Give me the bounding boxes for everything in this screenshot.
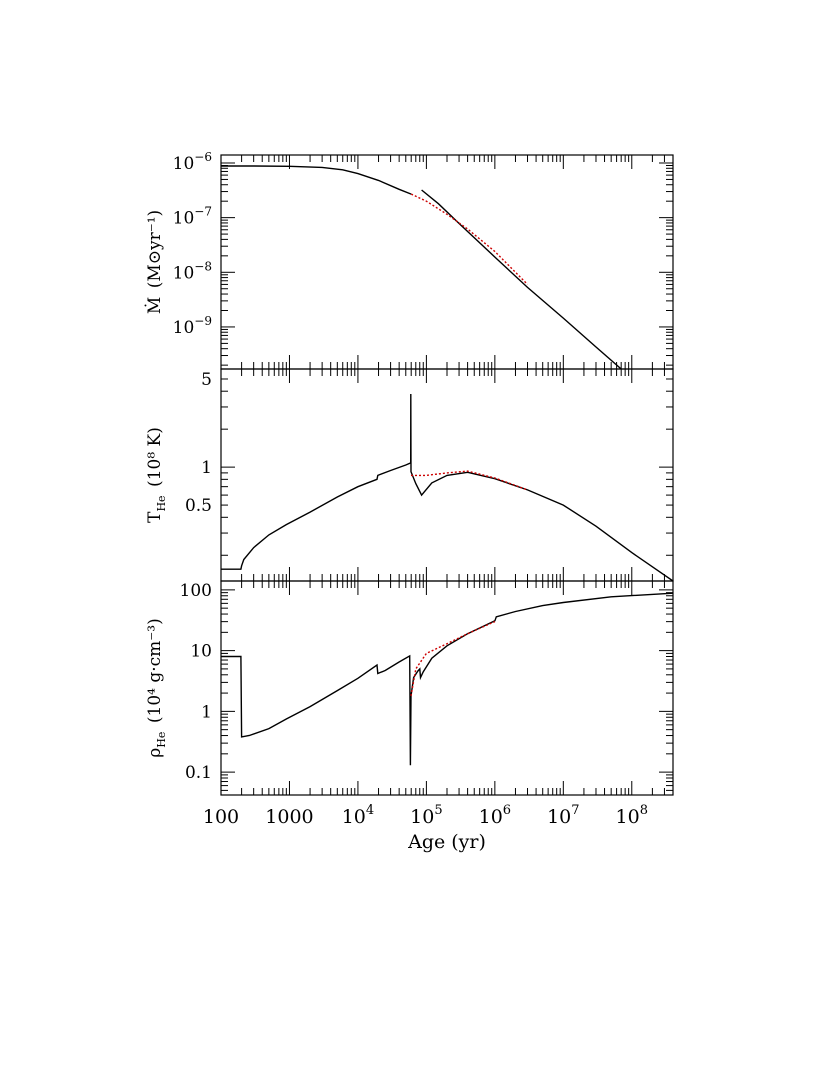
x-tick-label: 100 <box>203 806 239 828</box>
x-tick-label: 108 <box>616 803 648 828</box>
mass-accretion-panel: 10−6 10−7 10−8 10−9 Ṁ (M⊙yr⁻¹) <box>144 150 674 370</box>
simulation-line <box>421 189 622 369</box>
y-tick-label: 0.5 <box>185 496 212 516</box>
y-tick-label: 10−6 <box>173 150 212 174</box>
y-axis-label: THe (10⁸ K) <box>145 427 168 523</box>
model-fit-line <box>410 193 528 285</box>
x-tick-label: 1000 <box>265 806 313 828</box>
x-tick-label: 107 <box>547 803 579 828</box>
simulation-line <box>221 393 673 581</box>
y-tick-label: 100 <box>180 581 212 601</box>
helium-density-panel: 100 10 1 0.1 ρHe (10⁴ g·cm⁻³) <box>145 580 674 796</box>
y-axis-label: ρHe (10⁴ g·cm⁻³) <box>145 618 168 757</box>
y-tick-label: 1 <box>201 702 212 722</box>
x-tick-label: 106 <box>479 803 511 828</box>
y-tick-label: 5 <box>201 370 212 390</box>
y-tick-label: 1 <box>201 458 212 478</box>
panel-frame <box>220 154 674 370</box>
simulation-line <box>221 592 673 766</box>
x-tick-label: 105 <box>410 803 442 828</box>
helium-temperature-panel: 5 1 0.5 THe (10⁸ K) <box>145 368 674 582</box>
panel-frame <box>220 580 674 796</box>
model-fit-line <box>411 470 528 491</box>
y-axis-label: Ṁ (M⊙yr⁻¹) <box>144 210 165 314</box>
simulation-line <box>221 165 412 195</box>
y-tick-label: 10 <box>190 642 212 662</box>
model-fit-line <box>410 620 496 697</box>
y-tick-label: 10−9 <box>173 314 212 338</box>
y-tick-label: 10−7 <box>173 205 212 229</box>
y-tick-label: 0.1 <box>185 763 212 783</box>
x-axis: 100 1000 104 105 106 107 108 <box>203 803 648 828</box>
x-tick-label: 104 <box>342 803 374 828</box>
x-axis-label: Age (yr) <box>407 831 486 853</box>
y-tick-label: 10−8 <box>173 259 212 283</box>
